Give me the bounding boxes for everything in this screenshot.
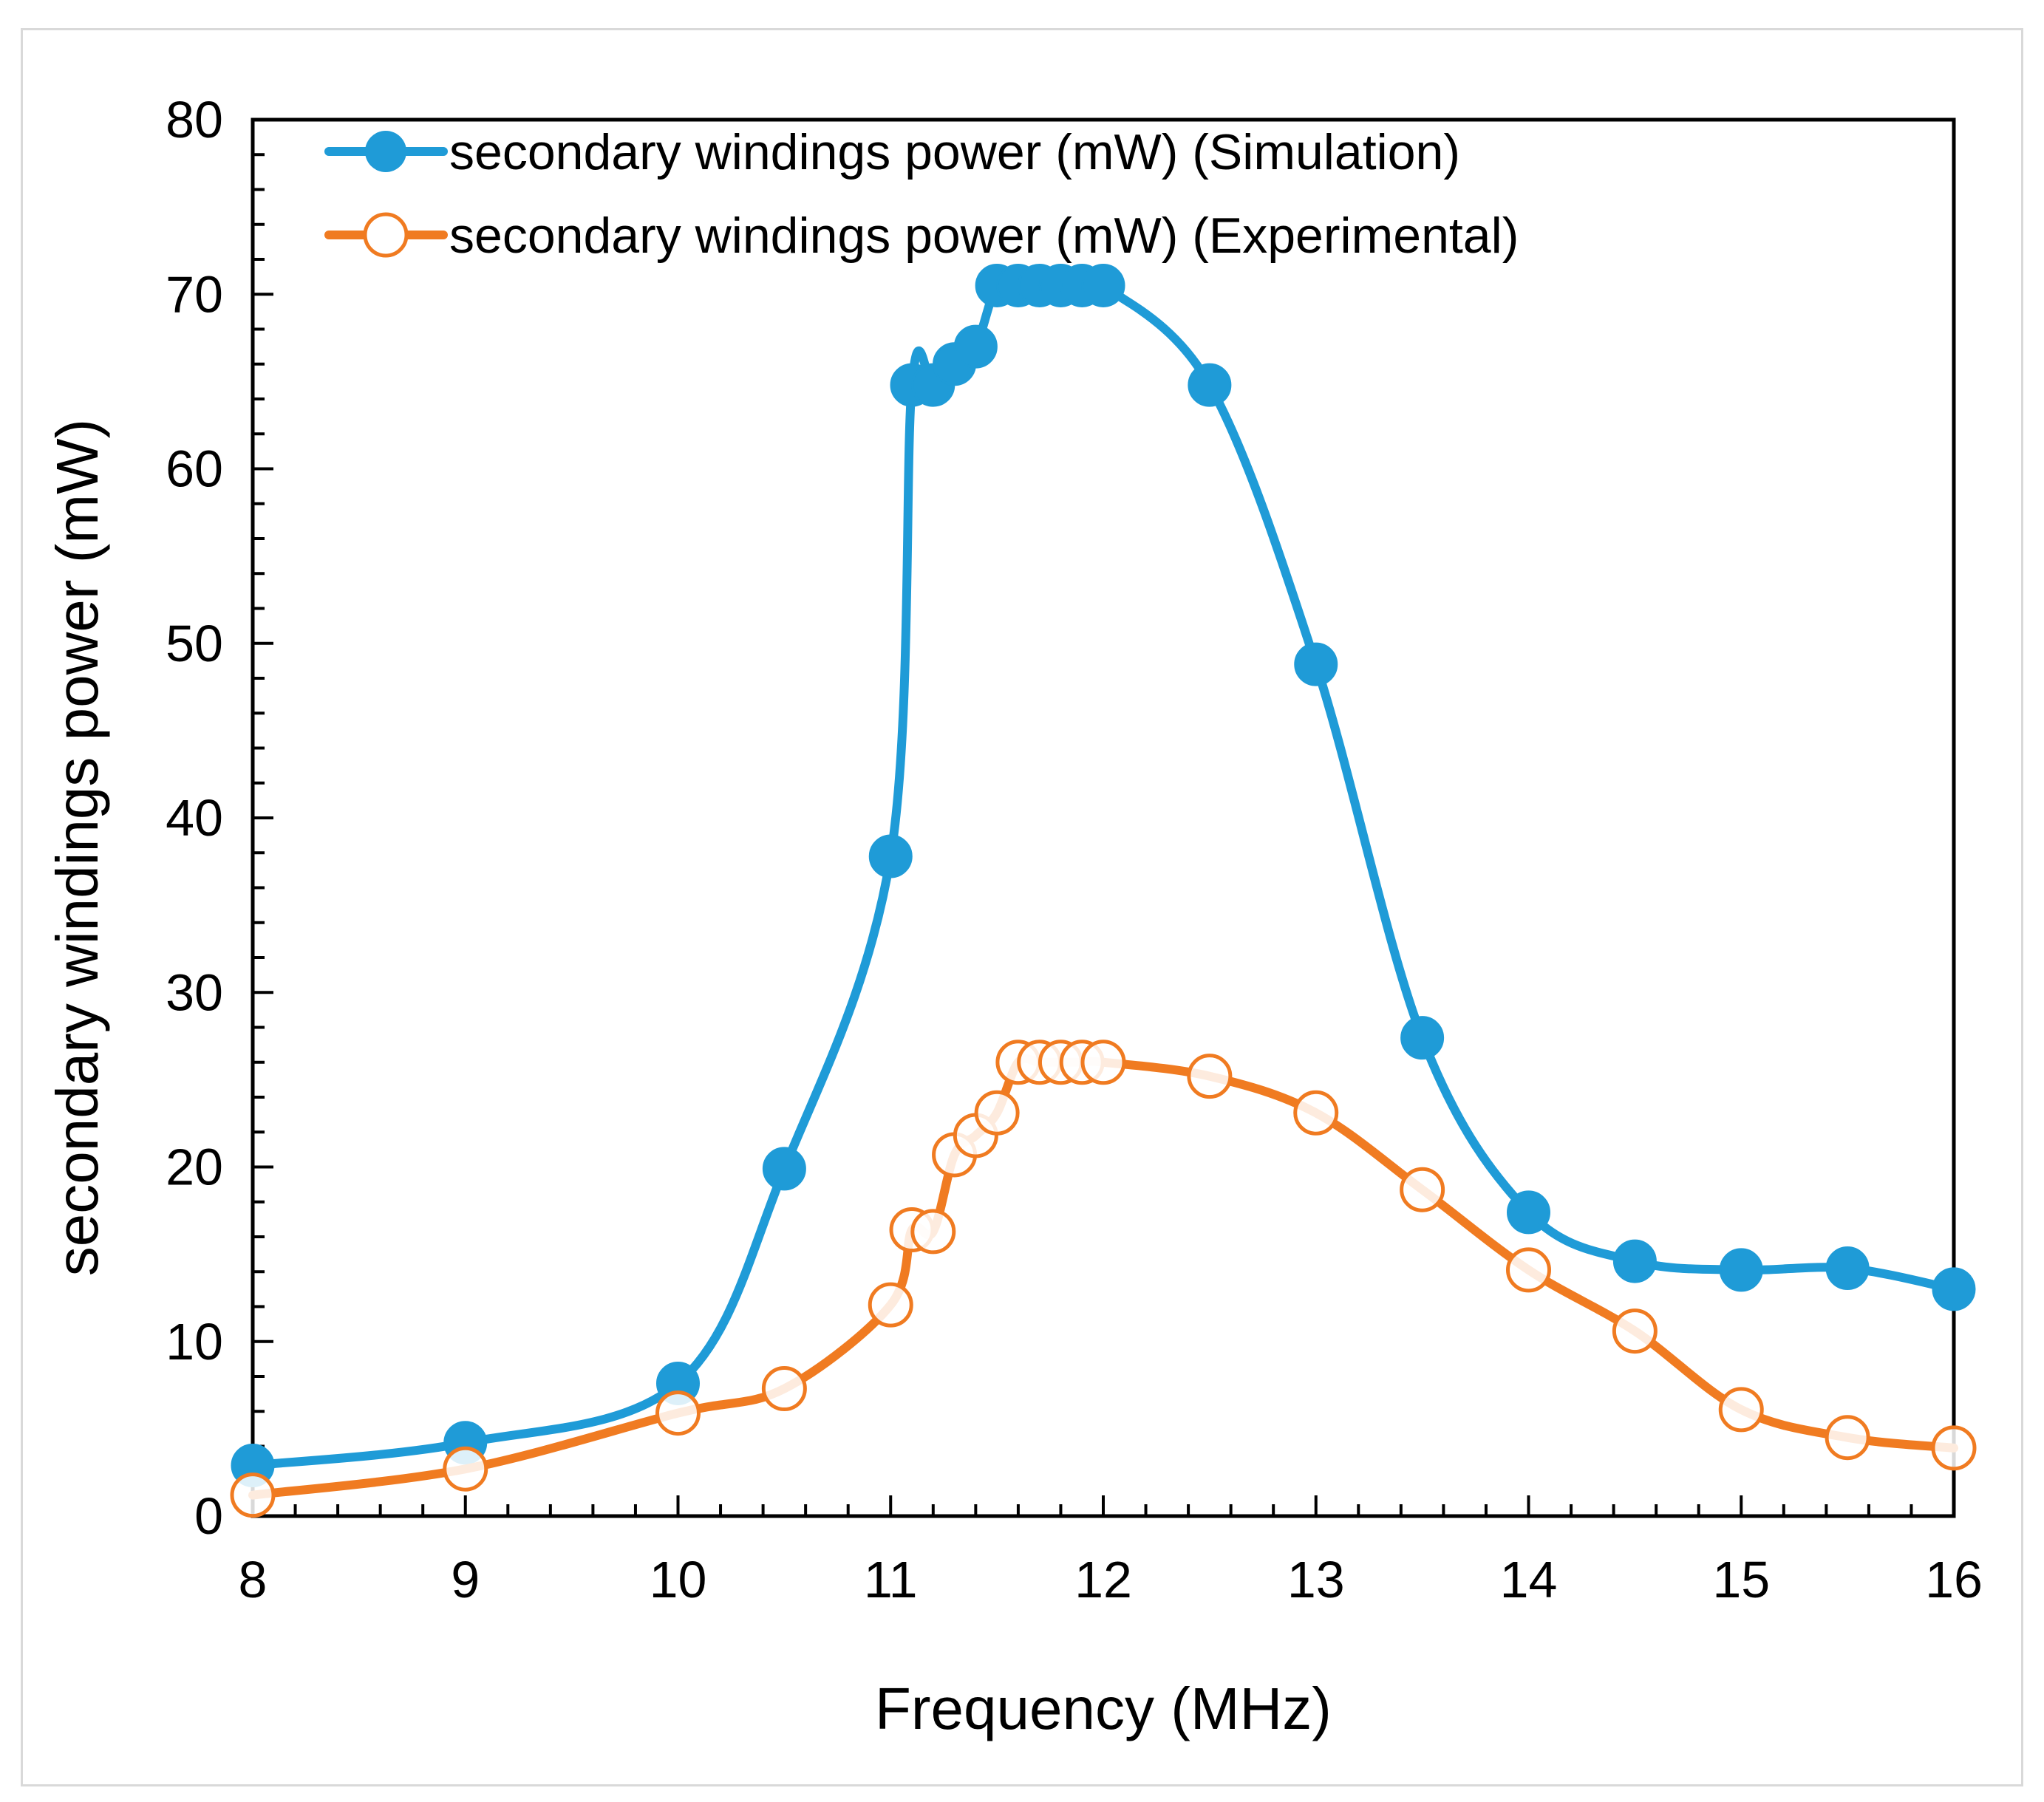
data-point <box>1931 1425 1977 1471</box>
x-tick-label: 14 <box>1500 1551 1558 1608</box>
x-tick-label: 11 <box>864 1551 918 1608</box>
plot-border <box>251 117 1956 1518</box>
x-tick-label: 12 <box>1074 1551 1132 1608</box>
series-line <box>248 273 1958 1470</box>
data-point <box>974 1090 1020 1136</box>
y-tick-label: 40 <box>166 789 223 847</box>
y-tick-label: 50 <box>166 615 223 672</box>
legend: secondary windings power (mW) (Simulatio… <box>324 124 1519 264</box>
legend-entry-simulation: secondary windings power (mW) (Simulatio… <box>324 124 1460 180</box>
data-point <box>1400 1016 1445 1060</box>
data-point <box>1507 1190 1550 1235</box>
legend-marker <box>365 131 406 172</box>
data-point <box>1188 363 1232 407</box>
x-tick-label: 16 <box>1925 1551 1983 1608</box>
axes: 8 9 10 11 12 13 14 15 16 0 10 20 30 40 50 60 70 80 <box>166 91 1983 1608</box>
y-tick-label: 60 <box>166 440 223 498</box>
data-point <box>953 324 998 369</box>
x-tick-label: 9 <box>451 1551 480 1608</box>
x-tick-label: 13 <box>1287 1551 1345 1608</box>
y-tick-label: 80 <box>166 91 223 149</box>
series-simulation <box>231 263 1976 1487</box>
y-tick-label: 10 <box>166 1313 223 1371</box>
x-tick-label: 8 <box>239 1551 268 1608</box>
series-experimental <box>230 1040 1977 1518</box>
data-point <box>1932 1267 1976 1311</box>
y-axis-title: secondary windings power (mW) <box>44 419 110 1276</box>
legend-label: secondary windings power (mW) (Simulatio… <box>449 124 1460 180</box>
series-layer <box>230 263 1977 1518</box>
data-point <box>1506 1247 1551 1293</box>
data-point <box>761 1366 807 1412</box>
data-point <box>1612 1308 1658 1354</box>
chart-frame <box>21 28 2023 1786</box>
legend-label: secondary windings power (mW) (Experimen… <box>449 208 1519 264</box>
data-point <box>910 1209 956 1255</box>
data-point <box>1718 1387 1764 1433</box>
plot-area <box>251 117 1956 1518</box>
x-axis-title: Frequency (MHz) <box>875 1676 1332 1741</box>
y-tick-label: 20 <box>166 1139 223 1196</box>
data-point <box>1825 1246 1870 1291</box>
data-point <box>868 1282 913 1328</box>
y-tick-label: 30 <box>166 963 223 1021</box>
data-point <box>230 1472 276 1518</box>
y-tick-label: 70 <box>166 265 223 323</box>
legend-entry-experimental: secondary windings power (mW) (Experimen… <box>324 208 1519 264</box>
data-point <box>1187 1054 1233 1099</box>
data-point <box>443 1446 488 1492</box>
data-point <box>1294 642 1338 686</box>
data-point <box>762 1147 806 1191</box>
data-point <box>868 834 913 878</box>
data-point <box>1400 1167 1445 1212</box>
x-tick-label: 15 <box>1712 1551 1770 1608</box>
data-point <box>655 1390 701 1436</box>
data-point <box>1081 263 1125 307</box>
data-point <box>1825 1415 1870 1461</box>
series-line <box>248 1054 1958 1500</box>
data-point <box>1080 1040 1126 1085</box>
data-point <box>1719 1248 1763 1292</box>
data-point <box>1612 1239 1657 1283</box>
legend-marker <box>363 212 409 258</box>
y-tick-label: 0 <box>194 1487 223 1545</box>
x-tick-label: 10 <box>650 1551 707 1608</box>
data-point <box>1293 1090 1339 1136</box>
